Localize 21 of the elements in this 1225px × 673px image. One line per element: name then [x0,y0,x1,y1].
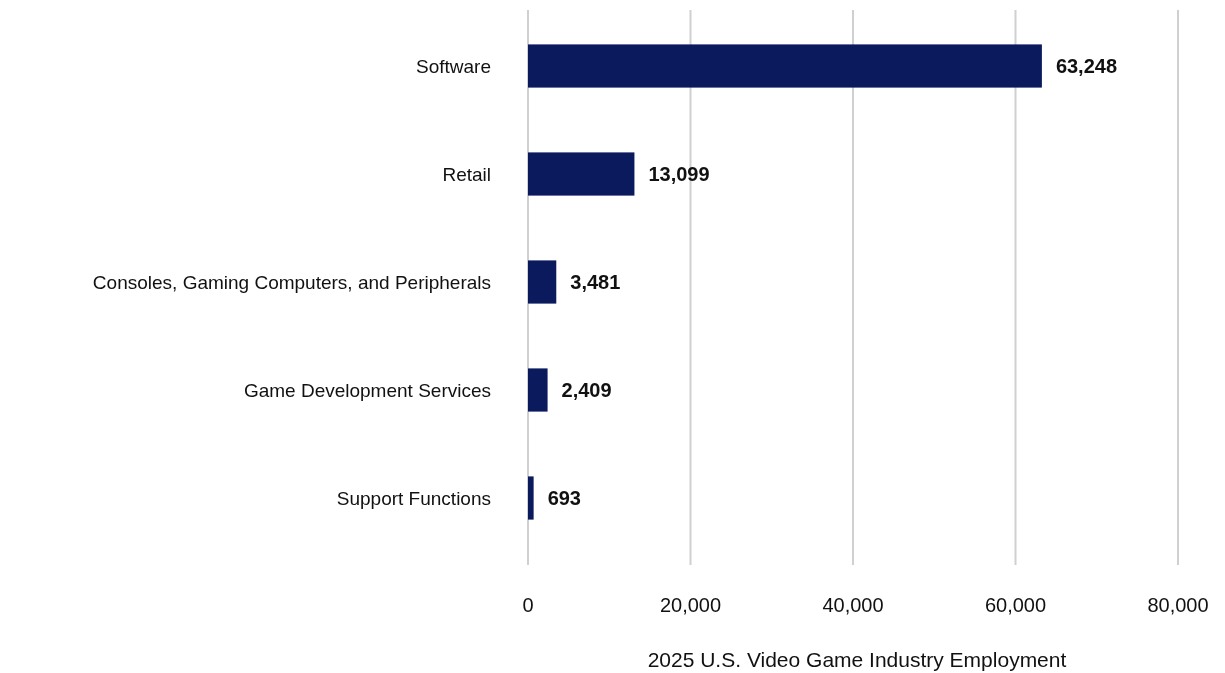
bar [528,368,548,412]
data-label: 63,248 [1055,55,1118,77]
x-axis-title: 2025 U.S. Video Game Industry Employment [647,648,1067,671]
y-tick-label: Consoles, Gaming Computers, and Peripherals [92,271,491,293]
x-tick-label: 60,000 [984,594,1047,616]
y-tick-label: Retail [442,163,491,185]
data-label: 693 [547,487,582,509]
bar [528,476,534,520]
bar [528,152,635,196]
data-label: 3,481 [570,271,621,293]
bar [528,260,557,304]
y-tick-label: Software [416,55,491,77]
data-label: 2,409 [561,379,612,401]
data-label: 13,099 [648,163,710,185]
x-tick-label: 40,000 [822,594,884,616]
bar [528,44,1042,88]
x-tick-label: 80,000 [1147,594,1209,616]
y-tick-label: Support Functions [336,487,491,509]
x-tick-label: 20,000 [659,594,722,616]
x-tick-label: 0 [522,594,534,616]
y-tick-label: Game Development Services [243,379,491,401]
